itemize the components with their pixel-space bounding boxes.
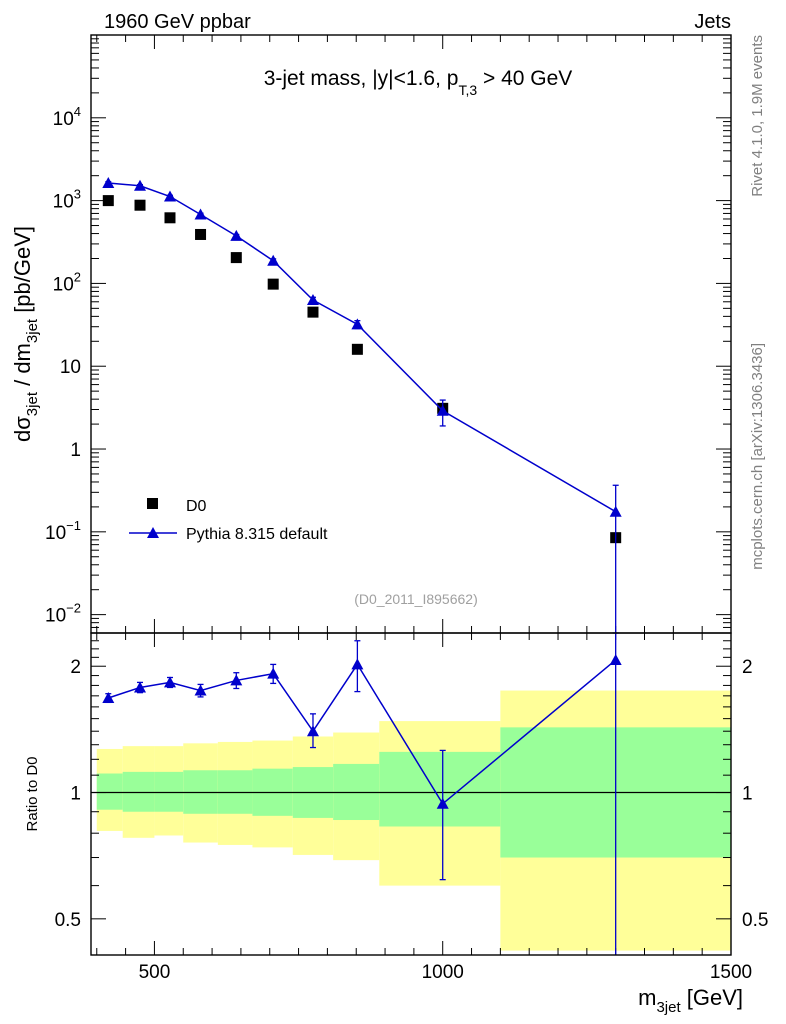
ratio-y-tick-label-left-0.5: 0.5 (55, 910, 81, 931)
main-mc-point-1 (134, 179, 147, 191)
ratio-frame (90, 632, 732, 956)
main-data-point-4 (230, 252, 242, 264)
main-y-tick-label-3: 10 (60, 357, 81, 378)
main-y-tick-label-1: 10−1 (45, 518, 81, 544)
y-label-part-3: [pb/GeV] (10, 226, 35, 319)
tick-base: 10 (53, 192, 74, 213)
tick-exponent: 2 (74, 269, 81, 284)
main-y-tick-label-2: 1 (70, 440, 81, 461)
main-mc-point-0 (102, 177, 115, 189)
band-inner-bin-8 (379, 751, 501, 827)
tick-base: 1 (70, 440, 81, 461)
legend-data-label: D0 (186, 498, 207, 515)
main-frame (90, 34, 732, 634)
tick-exponent: −1 (66, 518, 81, 533)
ratio-mc-point-4 (230, 674, 243, 686)
main-mc-point-9 (609, 505, 622, 517)
main-mc-point-8 (436, 404, 449, 416)
ratio-y-tick-label-right-0.5: 0.5 (742, 910, 768, 931)
y-label-sub-2: 3jet (24, 318, 41, 343)
header-left-label: 1960 GeV ppbar (104, 11, 251, 33)
tick-base: 10 (53, 109, 74, 130)
legend-mc-label: Pythia 8.315 default (186, 526, 328, 543)
ratio-chart-marks: 500 1000 1500 0.5 0.5 1 1 2 2 (55, 632, 768, 983)
tick-base: 10 (53, 274, 74, 295)
ratio-y-tick-label-left-2: 2 (70, 657, 81, 678)
x-label-tail: [GeV] (681, 985, 743, 1010)
ratio-mc-point-8 (436, 797, 449, 809)
ratio-y-tick-label-left-1: 1 (70, 784, 81, 805)
tick-exponent: 3 (74, 187, 81, 202)
band-inner-bin-1 (122, 771, 155, 812)
y-label-part-2: / dm (10, 343, 35, 392)
legend-mc-marker (147, 527, 159, 538)
main-mc-point-4 (230, 229, 243, 241)
main-data-point-3 (195, 228, 207, 240)
main-mc-point-3 (194, 208, 207, 220)
x-tick-label-1000: 1000 (422, 962, 464, 983)
main-title-subscript: T,3 (458, 82, 477, 98)
ratio-y-axis-label: Ratio to D0 (24, 756, 41, 831)
legend: D0 Pythia 8.315 default (129, 498, 328, 543)
main-data-point-2 (164, 212, 176, 224)
ratio-mc-point-3 (194, 684, 207, 696)
ratio-y-tick-label-right-2: 2 (742, 657, 753, 678)
main-mc-point-5 (267, 254, 280, 266)
main-data-point-5 (267, 278, 279, 290)
main-mc-point-6 (306, 294, 319, 306)
main-y-tick-label-0: 10−2 (45, 601, 81, 627)
main-mc-point-7 (351, 318, 364, 330)
tick-base: 10 (45, 523, 66, 544)
rivet-version-label: Rivet 4.1.0, 1.9M events (749, 35, 766, 197)
ratio-mc-point-0 (102, 691, 115, 703)
ratio-mc-line (108, 659, 617, 805)
band-inner-bin-2 (154, 771, 184, 812)
ratio-panel: 500 1000 1500 0.5 0.5 1 1 2 2 Ratio to D0 m3jet … (24, 632, 768, 1016)
ratio-mc-point-9 (609, 653, 622, 665)
main-title-tail: > 40 GeV (477, 67, 572, 90)
tick-exponent: 4 (74, 104, 81, 119)
header-right-label: Jets (694, 11, 731, 33)
main-mc-point-2 (163, 190, 176, 202)
main-y-tick-label-4: 102 (53, 269, 81, 295)
tick-base: 10 (45, 606, 66, 627)
main-y-tick-label-6: 104 (53, 104, 81, 130)
main-data-point-6 (307, 306, 319, 318)
main-data-point-0 (102, 195, 114, 207)
main-data-point-1 (134, 199, 146, 211)
ratio-mc-point-6 (306, 725, 319, 737)
main-title: 3-jet mass, |y|<1.6, pT,3 > 40 GeV (264, 67, 573, 98)
ratio-mc-point-5 (267, 667, 280, 679)
ratio-mc-point-2 (163, 676, 176, 688)
main-data-point-7 (351, 343, 363, 355)
ratio-y-tick-label-right-1: 1 (742, 784, 753, 805)
main-y-tick-label-5: 103 (53, 187, 81, 213)
mcplots-label: mcplots.cern.ch [arXiv:1306.3436] (749, 343, 766, 570)
tick-exponent: −2 (66, 601, 81, 616)
x-label-subscript: 3jet (656, 999, 681, 1016)
y-label-sub-1: 3jet (24, 391, 41, 416)
tick-base: 10 (60, 357, 81, 378)
x-label-text: m (638, 985, 656, 1010)
main-title-text: 3-jet mass, |y|<1.6, p (264, 67, 459, 90)
x-tick-label-1500: 1500 (710, 962, 752, 983)
analysis-id-label: (D0_2011_I895662) (354, 591, 478, 607)
main-mc-line (108, 182, 617, 513)
band-inner-bin-0 (96, 773, 123, 810)
x-axis-label: m3jet [GeV] (638, 985, 743, 1016)
legend-data-marker (147, 498, 158, 509)
ratio-mc-point-1 (134, 681, 147, 693)
x-tick-label-500: 500 (139, 962, 171, 983)
y-label-part-1: dσ (10, 416, 35, 442)
main-y-axis-label: dσ3jet / dm3jet [pb/GeV] (10, 226, 41, 442)
ratio-mc-point-7 (351, 658, 364, 670)
